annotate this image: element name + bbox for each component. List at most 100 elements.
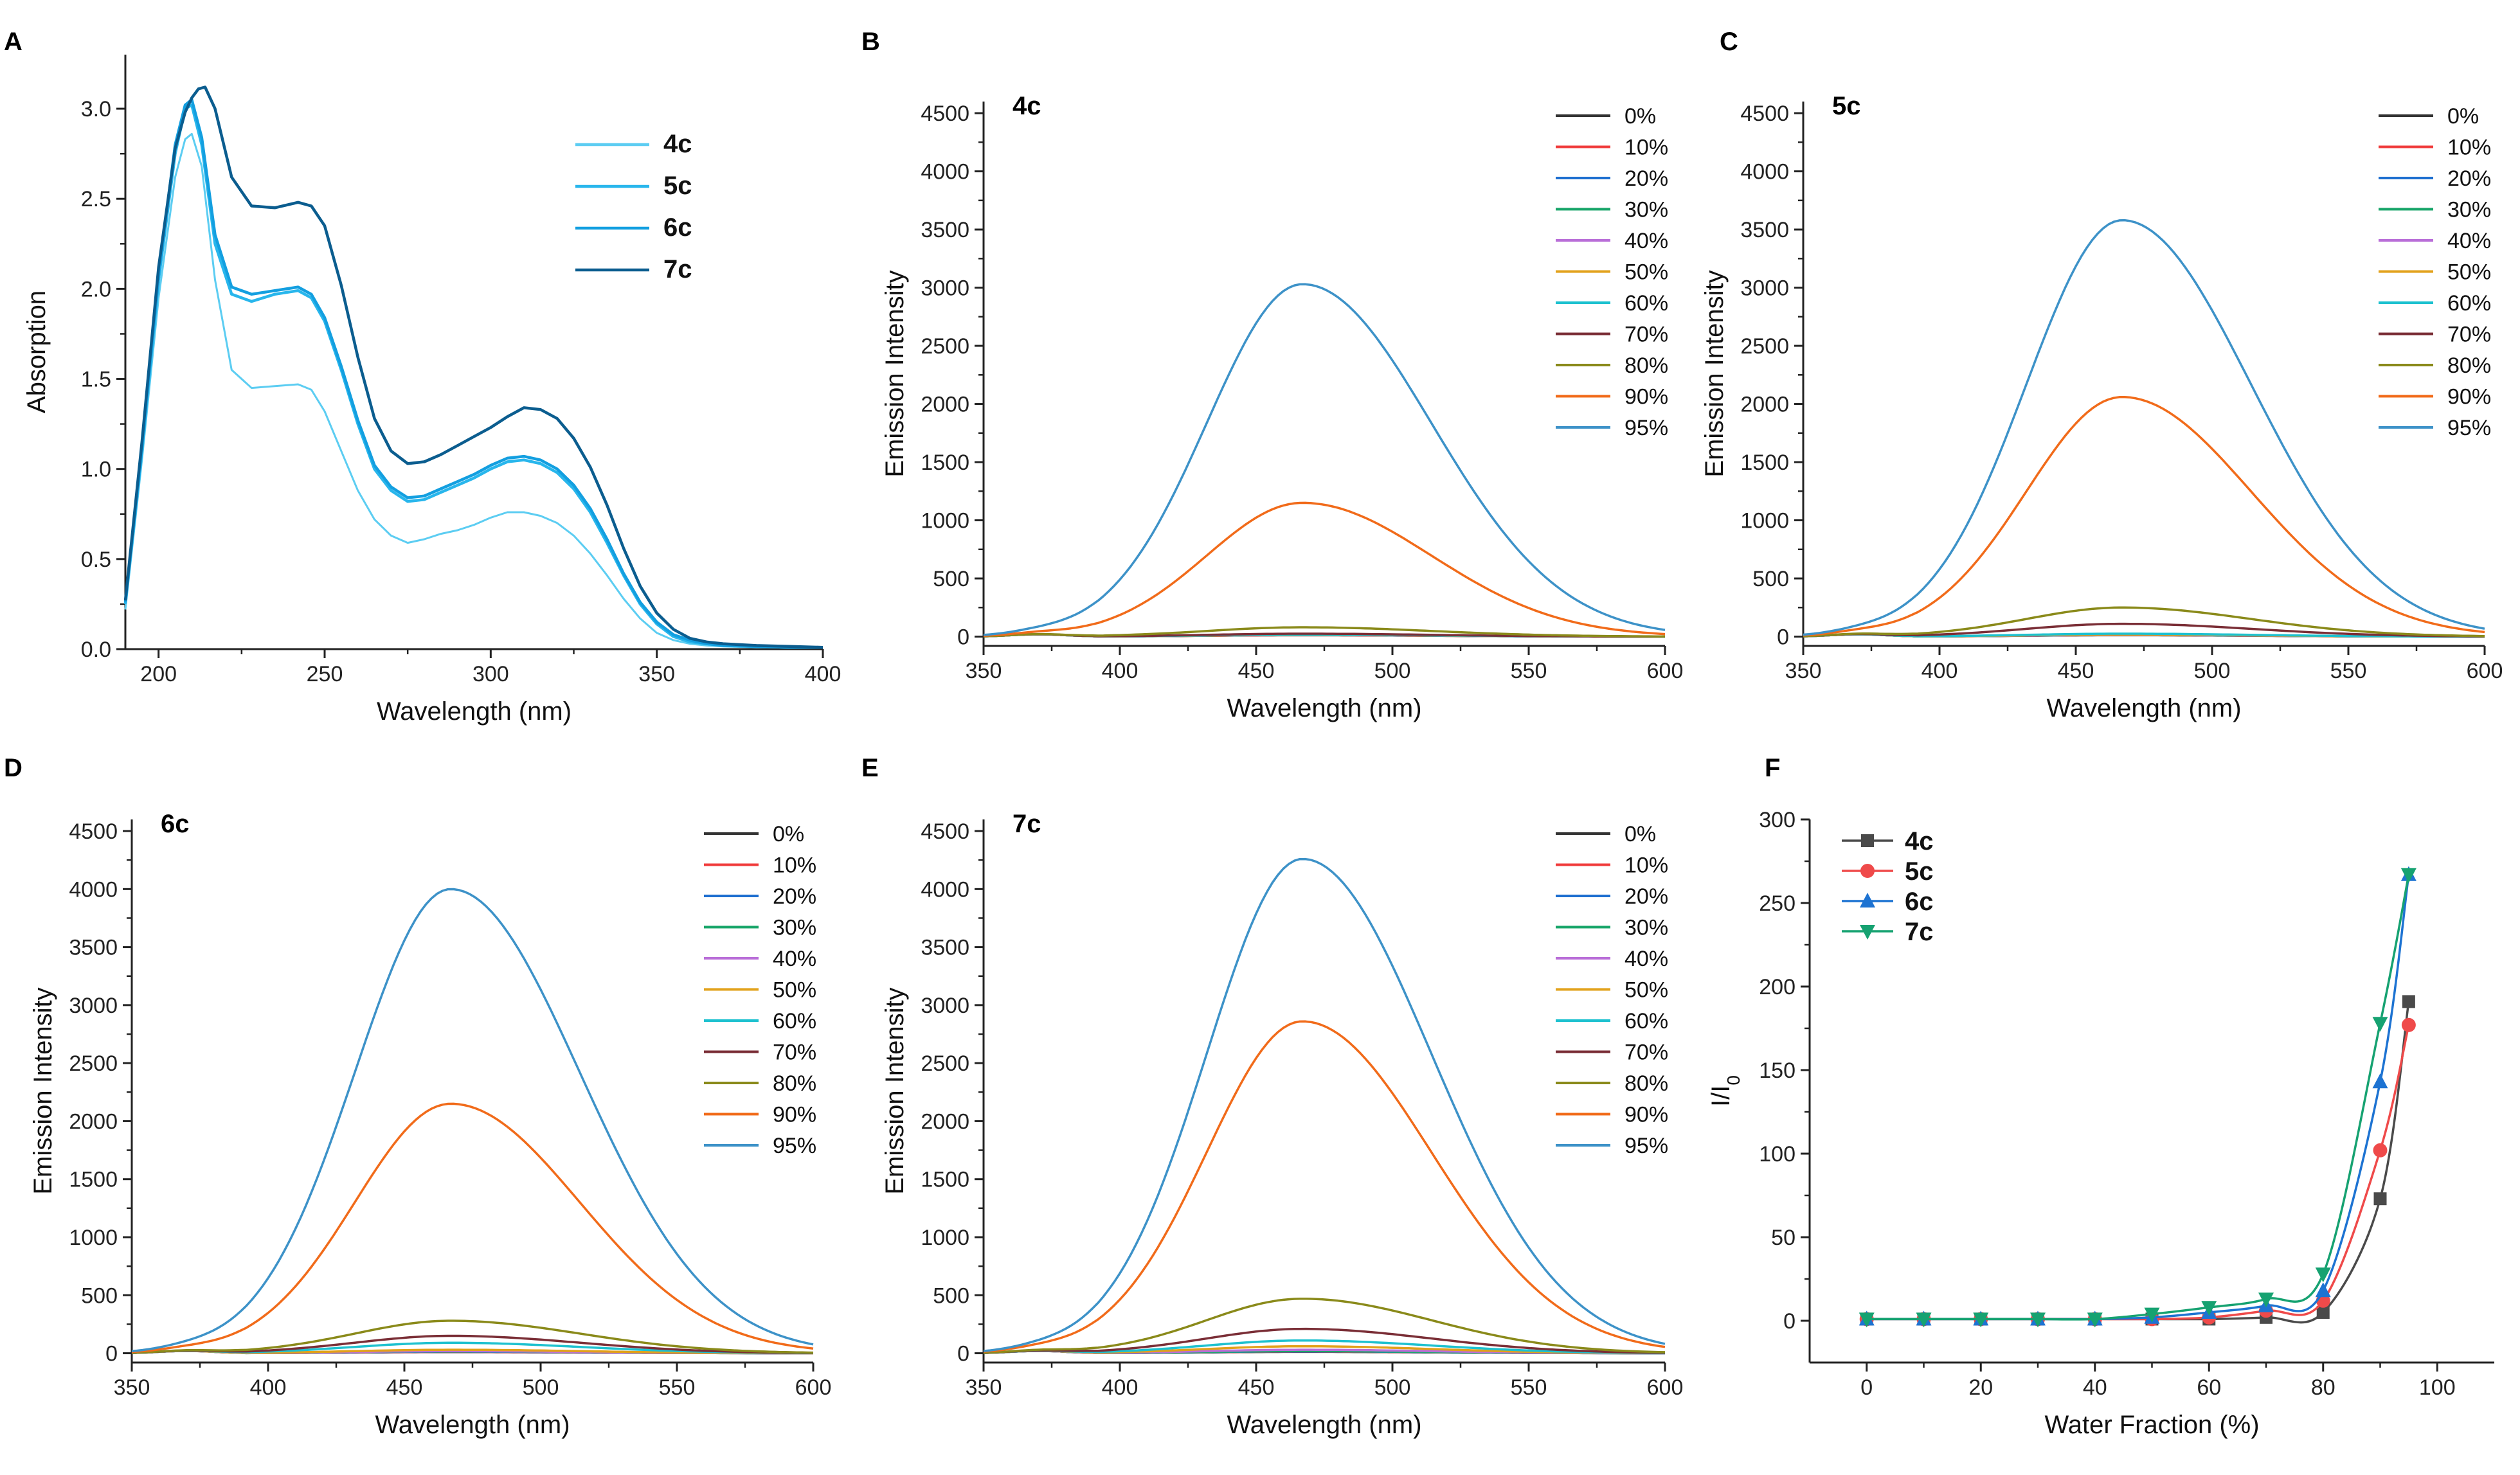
x-tick-label: 100 — [2419, 1375, 2456, 1400]
y-axis-label: Emission Intensity — [881, 270, 909, 477]
y-tick-label: 500 — [1752, 567, 1789, 591]
legend-label-40%: 40% — [1625, 229, 1668, 253]
y-tick-label: 2000 — [921, 1109, 969, 1134]
legend-label-10%: 10% — [773, 854, 816, 878]
y-tick-label: 3000 — [921, 994, 969, 1018]
y-tick-label: 3500 — [921, 936, 969, 960]
legend-label-5c: 5c — [663, 172, 692, 200]
y-tick-label: 0 — [105, 1342, 118, 1366]
y-axis-label: Absorption — [22, 291, 51, 413]
legend-label-30%: 30% — [1625, 916, 1668, 940]
x-tick-label: 80 — [2311, 1375, 2336, 1400]
y-tick-label: 4000 — [921, 160, 969, 184]
data-point-6c — [2372, 1073, 2388, 1089]
y-tick-label: 1.0 — [81, 458, 111, 482]
y-axis-label: Emission Intensity — [1700, 270, 1729, 477]
x-tick-label: 550 — [659, 1375, 696, 1400]
series-line-90% — [983, 1020, 1666, 1353]
y-axis-label: Emission Intensity — [881, 987, 909, 1194]
x-tick-label: 350 — [638, 662, 675, 686]
legend-label-90%: 90% — [2447, 385, 2491, 409]
legend-label-80%: 80% — [1625, 353, 1668, 378]
y-tick-label: 4500 — [921, 102, 969, 126]
legend-label-30%: 30% — [773, 916, 816, 940]
data-point-7c — [1859, 1312, 1875, 1328]
y-axis-label: Emission Intensity — [29, 987, 57, 1194]
data-point-5c — [2401, 1017, 2416, 1032]
legend-label-20%: 20% — [773, 884, 816, 909]
y-tick-label: 2500 — [69, 1051, 118, 1076]
plot-title-C: 5c — [1832, 92, 1861, 120]
legend-label-6c: 6c — [1905, 888, 1934, 916]
y-tick-label: 1500 — [921, 451, 969, 475]
legend-label-95%: 95% — [2447, 416, 2491, 440]
x-tick-label: 500 — [1374, 659, 1411, 683]
panel-label-D: D — [4, 754, 22, 782]
x-tick-label: 400 — [1922, 659, 1958, 683]
legend-label-60%: 60% — [2447, 291, 2491, 316]
legend-label-60%: 60% — [773, 1009, 816, 1033]
data-point-7c — [2372, 1017, 2388, 1032]
x-tick-label: 0 — [1860, 1375, 1873, 1400]
series-line-90% — [1803, 396, 2485, 637]
legend-label-0%: 0% — [1625, 822, 1656, 846]
plot-title-D: 6c — [161, 810, 190, 838]
series-line-80% — [983, 1297, 1666, 1354]
series-group — [983, 283, 1666, 638]
y-axis-label: I/I0 — [1707, 1075, 1743, 1107]
x-tick-label: 500 — [1374, 1375, 1411, 1400]
panel-label-F: F — [1765, 754, 1780, 782]
plot-title-E: 7c — [1013, 810, 1041, 838]
legend-label-40%: 40% — [1625, 947, 1668, 971]
legend-label-4c: 4c — [663, 130, 692, 158]
legend-label-20%: 20% — [2447, 166, 2491, 191]
legend-label-60%: 60% — [1625, 1009, 1668, 1033]
legend-label-80%: 80% — [2447, 353, 2491, 378]
data-point-7c — [2201, 1301, 2217, 1316]
x-tick-label: 550 — [1511, 1375, 1547, 1400]
y-tick-label: 500 — [81, 1283, 118, 1308]
x-tick-label: 20 — [1968, 1375, 1993, 1400]
y-tick-label: 4000 — [921, 877, 969, 902]
y-tick-label: 4500 — [69, 819, 118, 844]
x-tick-label: 350 — [1785, 659, 1822, 683]
y-tick-label: 0 — [957, 625, 969, 650]
legend-label-80%: 80% — [1625, 1071, 1668, 1096]
y-tick-label: 250 — [1759, 891, 1796, 916]
data-point-7c — [2315, 1267, 2331, 1283]
legend-label-10%: 10% — [2447, 136, 2491, 160]
series-line-5c — [123, 103, 823, 649]
x-tick-label: 450 — [1238, 1375, 1275, 1400]
y-tick-label: 2.0 — [81, 277, 111, 301]
legend-label-70%: 70% — [1625, 323, 1668, 347]
data-point-6c — [2315, 1282, 2331, 1298]
legend-label-10%: 10% — [1625, 136, 1668, 160]
x-tick-label: 40 — [2083, 1375, 2107, 1400]
legend-label-70%: 70% — [1625, 1041, 1668, 1065]
legend-marker-6c — [1860, 893, 1875, 907]
x-axis-label: Wavelength (nm) — [377, 697, 572, 726]
series-line-7c — [1866, 874, 2410, 1321]
y-tick-label: 2500 — [921, 1051, 969, 1076]
y-tick-label: 0 — [1777, 625, 1789, 650]
legend-label-5c: 5c — [1905, 857, 1934, 886]
legend-label-7c: 7c — [1905, 918, 1934, 946]
x-tick-label: 500 — [2194, 659, 2231, 683]
panel-label-B: B — [861, 28, 880, 56]
x-axis-label: Wavelength (nm) — [1227, 1411, 1421, 1439]
y-tick-label: 2.5 — [81, 187, 111, 211]
x-axis-label: Wavelength (nm) — [2046, 694, 2241, 722]
y-axis-label-main: I/I — [1707, 1086, 1735, 1107]
panel-label-C: C — [1720, 28, 1738, 56]
x-tick-label: 350 — [114, 1375, 150, 1400]
y-tick-label: 1000 — [921, 509, 969, 533]
y-tick-label: 500 — [933, 1283, 969, 1308]
data-point-4c — [2316, 1306, 2330, 1319]
legend-label-90%: 90% — [773, 1103, 816, 1127]
x-tick-label: 60 — [2197, 1375, 2221, 1400]
series-line-6c — [1866, 874, 2410, 1321]
x-axis-label: Wavelength (nm) — [375, 1411, 570, 1439]
series-group — [1803, 219, 2485, 638]
y-tick-label: 1000 — [1740, 509, 1789, 533]
data-point-5c — [2373, 1143, 2388, 1158]
